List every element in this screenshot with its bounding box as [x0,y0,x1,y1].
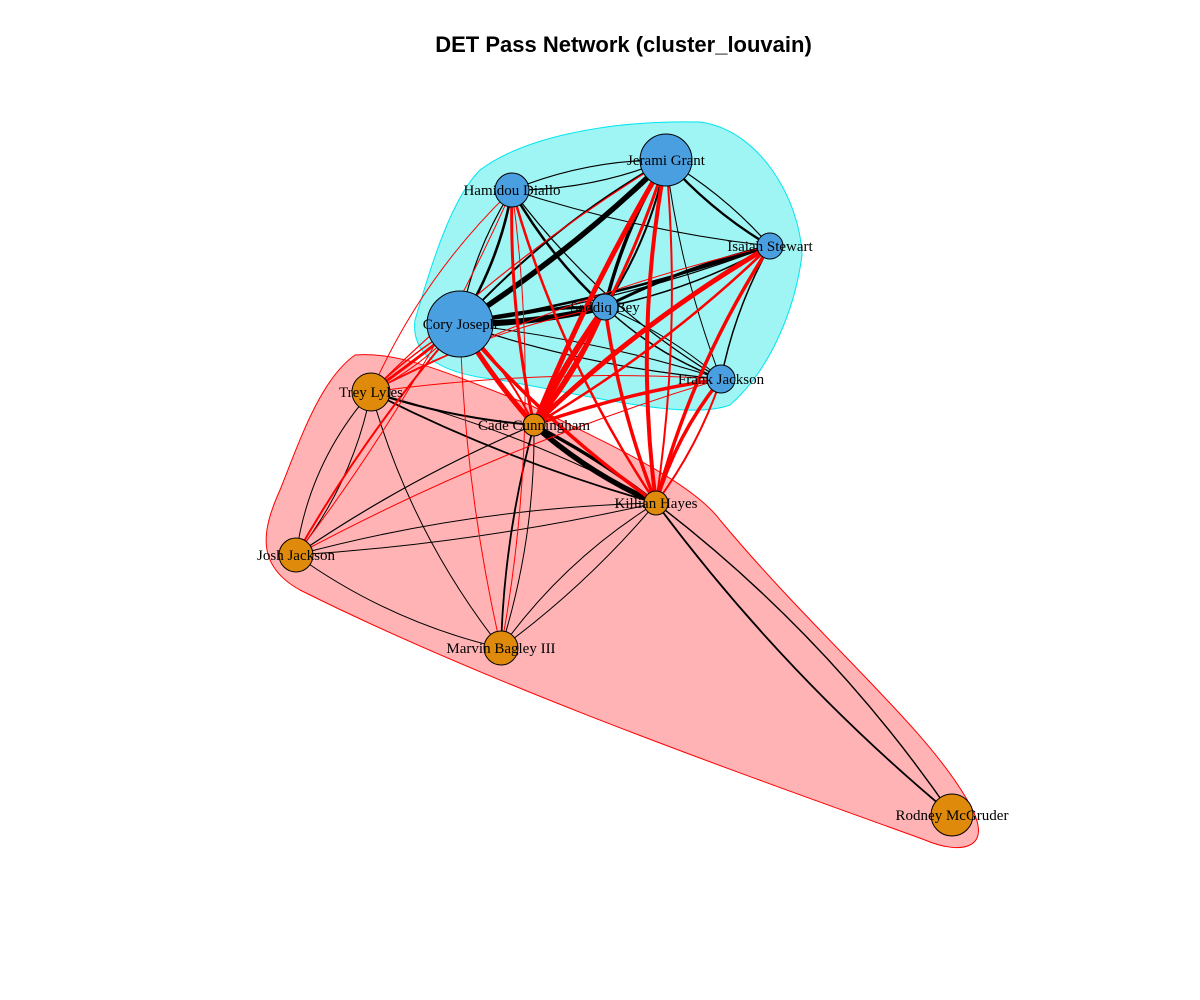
pass-edge [370,245,771,393]
pass-edge [654,377,723,504]
player-node-circle [706,364,736,394]
pass-edge [295,323,461,556]
pass-edge [532,243,772,427]
player-node-circle [591,293,619,321]
player-node-bey: Saddiq Bey [570,293,640,321]
player-node-circle [278,537,314,573]
player-node-label: Frank Jackson [678,372,765,388]
player-node-hayes: Killian Hayes [615,490,698,516]
pass-edge [458,158,668,327]
player-node-label: Cade Cunningham [478,418,590,434]
pass-edge [532,422,658,506]
player-node-diallo: Hamidou Diallo [463,172,561,208]
player-node-circle [494,172,530,208]
pass-edge [295,502,657,556]
pass-edge [533,377,722,427]
pass-edge [655,502,953,816]
pass-edge [459,323,502,649]
player-node-cunningham: Cade Cunningham [478,413,590,437]
player-node-label: Josh Jackson [257,548,335,564]
player-node-jjackson: Josh Jackson [257,537,335,573]
pass-edge [295,554,502,649]
pass-edge [500,424,535,649]
pass-edge [604,306,722,380]
player-node-label: Jerami Grant [627,153,706,169]
player-node-label: Isaiah Stewart [727,239,813,255]
pass-edge [459,323,722,380]
pass-edge [295,189,513,556]
pass-edge [459,323,722,380]
pass-edge [654,245,772,504]
player-node-stewart: Isaiah Stewart [727,232,814,260]
player-node-label: Hamidou Diallo [463,183,560,199]
cluster-hull-orange [265,354,979,849]
pass-edge [531,305,608,427]
player-node-bagley: Marvin Bagley III [446,630,556,666]
player-node-label: Cory Joseph [423,317,498,333]
pass-edge [604,306,722,380]
pass-edge [603,306,658,504]
pass-edge [459,245,771,325]
player-node-circle [426,290,494,358]
pass-edge [644,159,668,504]
pass-edge [655,378,722,504]
player-node-joseph: Cory Joseph [423,290,498,358]
pass-edge [531,158,669,426]
pass-edge [295,391,372,556]
player-node-fjackson: Frank Jackson [678,364,765,394]
pass-edge [510,189,536,426]
player-node-label: Trey Lyles [339,385,403,401]
player-node-label: Rodney McGruder [896,808,1009,824]
pass-edge [295,424,535,556]
player-node-label: Killian Hayes [615,496,698,512]
pass-edge [295,378,722,556]
pass-edge [370,375,722,393]
pass-edge [500,424,535,649]
player-node-circle [930,793,974,837]
player-node-lyles: Trey Lyles [339,372,403,412]
pass-edge [511,189,771,247]
pass-edge [510,189,658,504]
pass-edge [370,391,657,504]
pass-edge [500,502,657,649]
player-node-label: Saddiq Bey [570,300,640,316]
player-node-label: Marvin Bagley III [446,641,555,657]
pass-edge [655,502,953,816]
player-node-circle [351,372,391,412]
pass-edge [370,391,502,649]
pass-edge [500,502,657,649]
player-nodes: Jerami Grant Hamidou Diallo Isaiah Stewart… [257,133,1009,837]
pass-edge [533,245,771,427]
player-node-circle [756,232,784,260]
pass-edge [370,189,513,393]
player-node-grant: Jerami Grant [627,133,706,187]
chart-title: DET Pass Network (cluster_louvain) [435,32,812,57]
pass-edge [295,502,657,556]
player-node-circle [483,630,519,666]
pass-edge [459,244,771,326]
player-node-mcgruder: Rodney McGruder [896,793,1009,837]
player-node-circle [522,413,546,437]
player-node-circle [643,490,669,516]
player-node-circle [639,133,693,187]
